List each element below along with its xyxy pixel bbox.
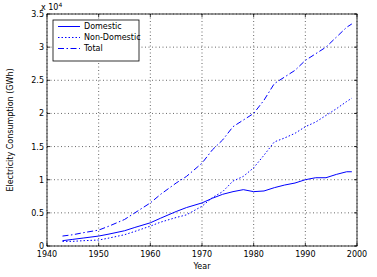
y-tick [354, 47, 357, 48]
y-tick [47, 212, 50, 213]
x-tick [202, 243, 203, 246]
x-grid-line [150, 14, 151, 246]
y-tick-label: 2.5 [31, 76, 44, 85]
legend: Domestic Non-Domestic Total [53, 20, 141, 61]
y-tick [47, 146, 50, 147]
y-tick [47, 80, 50, 81]
x-tick [98, 14, 99, 17]
y-tick-label: 0 [39, 242, 44, 251]
y-grid-line [47, 212, 357, 213]
x-tick-label: 1970 [192, 250, 212, 259]
y-tick [354, 146, 357, 147]
y-tick [354, 212, 357, 213]
y-grid-line [47, 146, 357, 147]
legend-swatch [58, 48, 80, 49]
multiplier-exponent: 4 [58, 1, 62, 8]
x-grid-line [202, 14, 203, 246]
legend-swatch [58, 37, 80, 38]
chart: 1940 1950 1960 1970 1980 1990 2000 0 0.5 1 1.5 2 2.5… [0, 0, 377, 277]
plot-area [47, 14, 357, 246]
y-grid-line [47, 113, 357, 114]
x-tick-label: 1940 [37, 250, 57, 259]
x-tick [253, 14, 254, 17]
multiplier-base: x 10 [41, 3, 58, 12]
x-tick [202, 14, 203, 17]
x-tick [47, 243, 48, 246]
x-tick [98, 243, 99, 246]
series-line [63, 172, 352, 241]
x-grid-line [253, 14, 254, 246]
x-tick [47, 14, 48, 17]
y-grid-line [47, 80, 357, 81]
legend-label: Total [83, 44, 103, 53]
y-tick [47, 47, 50, 48]
y-tick [354, 14, 357, 15]
y-tick [354, 179, 357, 180]
y-tick [47, 246, 50, 247]
legend-label: Domestic [84, 22, 122, 31]
y-tick-label: 2 [39, 109, 44, 118]
x-tick-label: 1950 [88, 250, 108, 259]
legend-swatch [58, 26, 80, 27]
x-tick [253, 243, 254, 246]
legend-label: Non-Domestic [84, 33, 141, 42]
y-tick-label: 0.5 [31, 209, 44, 218]
axes-frame [47, 14, 357, 246]
x-tick-label: 1980 [243, 250, 263, 259]
x-tick-label: 2000 [347, 250, 367, 259]
y-tick [354, 113, 357, 114]
y-tick-label: 3 [39, 43, 44, 52]
x-axis-label: Year [193, 262, 212, 271]
y-tick [47, 113, 50, 114]
y-tick [354, 246, 357, 247]
series-line [63, 98, 352, 241]
x-tick [357, 14, 358, 17]
y-tick [47, 179, 50, 180]
y-tick [354, 80, 357, 81]
x-tick-label: 1960 [140, 250, 160, 259]
y-tick-label: 1.5 [31, 143, 44, 152]
y-grid-line [47, 179, 357, 180]
axis-multiplier: x 104 [41, 1, 62, 12]
y-tick [47, 14, 50, 15]
x-tick [305, 243, 306, 246]
x-tick [305, 14, 306, 17]
y-axis-label: Electricity Consumption (GWh) [6, 68, 15, 191]
x-tick [150, 243, 151, 246]
x-tick-label: 1990 [295, 250, 315, 259]
background [0, 0, 377, 277]
x-tick [357, 243, 358, 246]
x-grid-line [305, 14, 306, 246]
x-tick [150, 14, 151, 17]
y-tick-label: 1 [39, 176, 44, 185]
